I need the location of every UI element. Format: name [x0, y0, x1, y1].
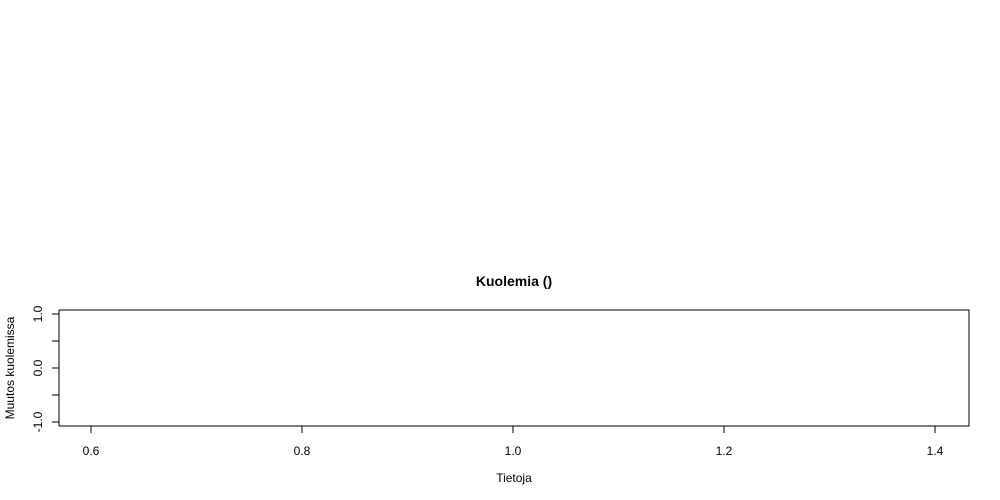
x-tick-label: 0.8 — [294, 444, 311, 458]
y-tick-label: -1.0 — [31, 411, 45, 432]
chart-title: Kuolemia () — [476, 273, 552, 289]
y-tick-label: 1.0 — [31, 305, 45, 322]
x-axis: 0.6 0.8 1.0 1.2 1.4 — [83, 425, 944, 458]
plot-area-frame — [58, 309, 970, 427]
x-tick-label: 1.2 — [716, 444, 733, 458]
x-tick-label: 0.6 — [83, 444, 100, 458]
x-tick-label: 1.4 — [927, 444, 944, 458]
y-tick-label: 0.0 — [31, 359, 45, 376]
y-axis: -1.0 0.0 1.0 — [31, 305, 60, 432]
x-tick-label: 1.0 — [505, 444, 522, 458]
y-axis-title: Muutos kuolemissa — [3, 316, 17, 419]
x-axis-title: Tietoja — [496, 471, 532, 485]
